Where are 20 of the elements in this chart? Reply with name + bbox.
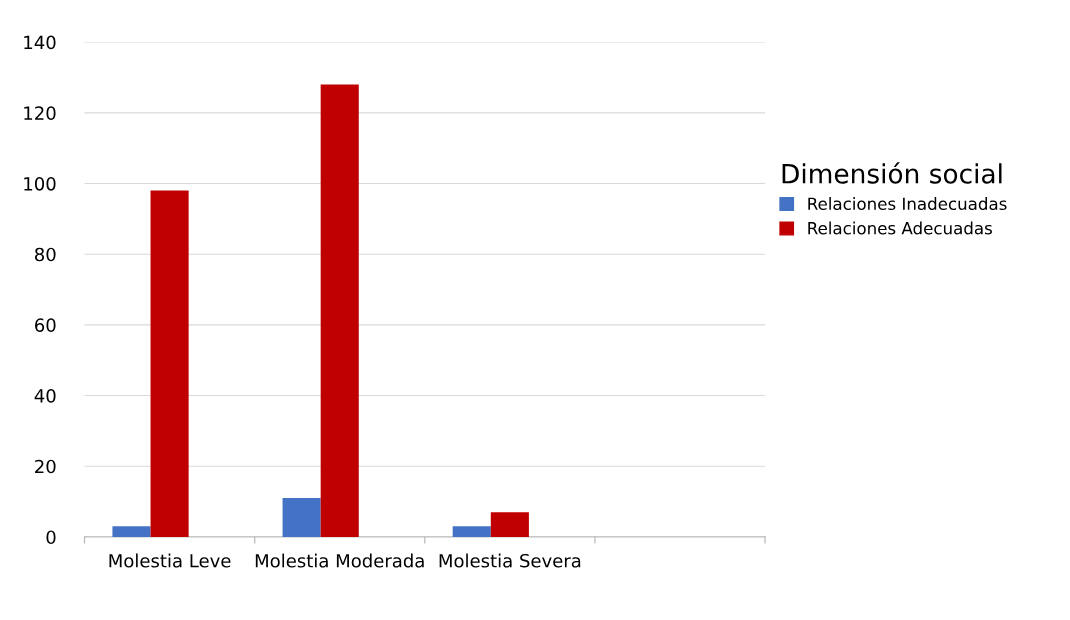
bar <box>150 190 189 537</box>
legend-title: Dimensión social <box>782 162 1002 184</box>
y-tick-label: 0 <box>46 530 56 545</box>
bar <box>490 512 529 537</box>
y-tick-label: 80 <box>35 247 56 262</box>
y-tick-label: 60 <box>35 318 56 332</box>
bar <box>452 526 491 537</box>
x-tick-label: Molestia Leve <box>109 553 231 568</box>
bar <box>112 526 151 537</box>
y-tick-label: 20 <box>35 459 56 474</box>
y-tick-label: 100 <box>24 176 56 191</box>
bar <box>282 498 321 537</box>
x-tick-label: Molestia Moderada <box>255 553 424 568</box>
legend-label: Relaciones Adecuadas <box>808 221 992 235</box>
y-tick-label: 120 <box>24 106 56 120</box>
y-tick-label: 140 <box>24 35 56 50</box>
legend-label: Relaciones Inadecuadas <box>808 197 1007 211</box>
bar <box>320 84 359 537</box>
x-tick-label: Molestia Severa <box>439 553 581 568</box>
y-tick-label: 40 <box>34 389 56 403</box>
